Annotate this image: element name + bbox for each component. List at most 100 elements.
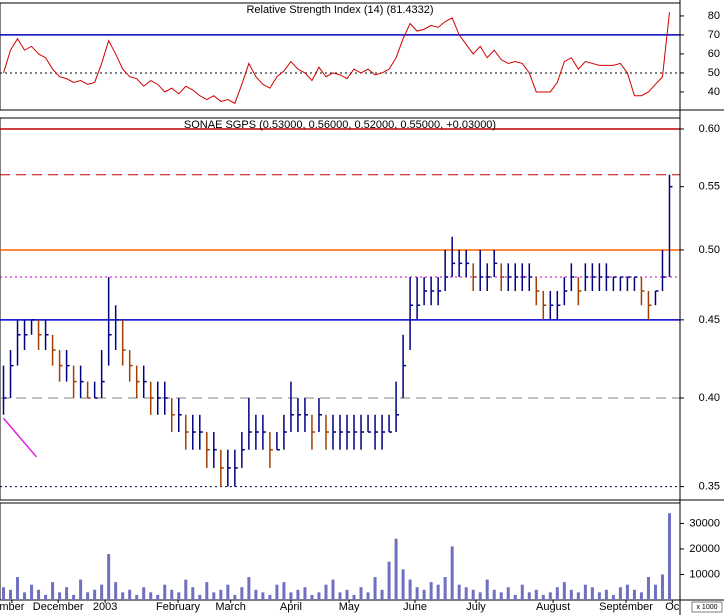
volume-bar bbox=[625, 584, 629, 600]
x-tick-label: Oc bbox=[665, 601, 680, 613]
y-tick-label: 60 bbox=[708, 48, 720, 60]
volume-bar bbox=[135, 594, 139, 600]
volume-bar bbox=[37, 589, 41, 600]
volume-bar bbox=[282, 582, 286, 600]
y-tick-label: 0.35 bbox=[699, 481, 720, 493]
y-tick-label: 20000 bbox=[689, 543, 720, 555]
volume-bar bbox=[583, 584, 587, 600]
volume-bar bbox=[569, 589, 573, 600]
x-tick-label: December bbox=[33, 601, 84, 613]
volume-bar bbox=[639, 592, 643, 600]
volume-bar bbox=[660, 574, 664, 600]
volume-bar bbox=[373, 577, 377, 600]
volume-bar bbox=[408, 579, 412, 600]
volume-bar bbox=[233, 594, 237, 600]
volume-bar bbox=[667, 513, 671, 600]
volume-bar bbox=[534, 589, 538, 600]
volume-bar bbox=[303, 587, 307, 600]
x-tick-label: April bbox=[280, 601, 302, 613]
volume-bar bbox=[345, 589, 349, 600]
volume-bar bbox=[121, 592, 125, 600]
volume-bar bbox=[632, 589, 636, 600]
y-tick-label: 30000 bbox=[689, 517, 720, 529]
x-tick-label: July bbox=[466, 601, 486, 613]
volume-bar bbox=[100, 584, 104, 600]
volume-bar bbox=[443, 577, 447, 600]
y-tick-label: 0.45 bbox=[699, 314, 720, 326]
volume-bar bbox=[394, 538, 398, 600]
volume-bar bbox=[310, 594, 314, 600]
volume-bar bbox=[142, 587, 146, 600]
volume-bar bbox=[226, 584, 230, 600]
chart-title: SONAE SGPS (0.53000, 0.56000, 0.52000, 0… bbox=[184, 119, 496, 131]
volume-bar bbox=[548, 592, 552, 600]
x-tick-label: February bbox=[156, 601, 201, 613]
volume-bar bbox=[387, 561, 391, 600]
volume-bar bbox=[149, 592, 153, 600]
x-tick-label: mber bbox=[0, 601, 25, 613]
volume-bar bbox=[415, 587, 419, 600]
y-tick-label: 0.55 bbox=[699, 181, 720, 193]
y-tick-label: 0.50 bbox=[699, 244, 720, 256]
volume-bar bbox=[254, 589, 258, 600]
volume-bar bbox=[268, 594, 272, 600]
volume-bar bbox=[65, 587, 69, 600]
volume-bar bbox=[513, 594, 517, 600]
volume-bar bbox=[9, 589, 13, 600]
y-tick-label: 80 bbox=[708, 10, 720, 22]
volume-bar bbox=[646, 577, 650, 600]
volume-bar bbox=[44, 594, 48, 600]
x-tick-label: March bbox=[215, 601, 246, 613]
volume-bar bbox=[184, 579, 188, 600]
volume-bar bbox=[562, 582, 566, 600]
rsi-line bbox=[3, 12, 670, 105]
volume-bar bbox=[436, 584, 440, 600]
volume-bar bbox=[380, 589, 384, 600]
volume-bar bbox=[2, 587, 6, 600]
volume-bar bbox=[212, 592, 216, 600]
volume-bar bbox=[471, 589, 475, 600]
volume-bar bbox=[499, 592, 503, 600]
volume-bar bbox=[590, 587, 594, 600]
volume-bar bbox=[450, 546, 454, 600]
x-tick-label: September bbox=[599, 601, 653, 613]
volume-bar bbox=[478, 592, 482, 600]
volume-bar bbox=[331, 579, 335, 600]
volume-bar bbox=[30, 584, 34, 600]
volume-bar bbox=[618, 587, 622, 600]
volume-bar bbox=[401, 569, 405, 600]
x-tick-label: 2003 bbox=[93, 601, 117, 613]
volume-bar bbox=[611, 594, 615, 600]
volume-bar bbox=[457, 584, 461, 600]
volume-bar bbox=[128, 589, 132, 600]
volume-bar bbox=[16, 577, 20, 600]
y-tick-label: 0.40 bbox=[699, 392, 720, 404]
volume-bar bbox=[576, 592, 580, 600]
y-tick-label: 10000 bbox=[689, 568, 720, 580]
volume-bar bbox=[240, 587, 244, 600]
y-tick-label: 40 bbox=[708, 86, 720, 98]
volume-bar bbox=[107, 554, 111, 600]
unit-box bbox=[691, 601, 723, 613]
volume-bar bbox=[275, 584, 279, 600]
volume-bar bbox=[296, 589, 300, 600]
volume-bar bbox=[51, 582, 55, 600]
volume-bar bbox=[464, 587, 468, 600]
volume-bar bbox=[317, 592, 321, 600]
volume-bar bbox=[527, 592, 531, 600]
x-tick-label: August bbox=[536, 601, 570, 613]
volume-bar bbox=[555, 587, 559, 600]
volume-bar bbox=[653, 584, 657, 600]
chart-title: Relative Strength Index (14) (81.4332) bbox=[246, 4, 433, 16]
volume-bar bbox=[93, 589, 97, 600]
volume-bar bbox=[58, 592, 62, 600]
volume-bar bbox=[506, 587, 510, 600]
volume-bar bbox=[86, 592, 90, 600]
volume-bar bbox=[520, 584, 524, 600]
volume-bar bbox=[366, 592, 370, 600]
volume-bar bbox=[429, 582, 433, 600]
x-tick-label: May bbox=[339, 601, 360, 613]
volume-bar bbox=[261, 592, 265, 600]
